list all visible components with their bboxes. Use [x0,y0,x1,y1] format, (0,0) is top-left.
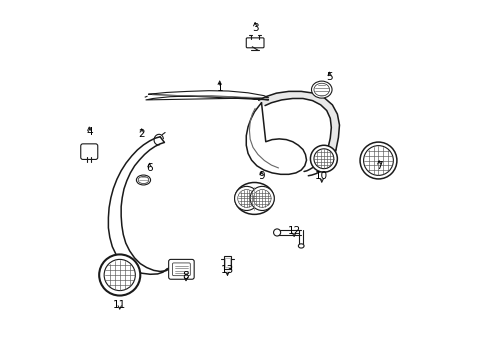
Ellipse shape [234,183,273,215]
Bar [224,256,230,269]
Ellipse shape [298,244,304,248]
Polygon shape [258,91,339,150]
Text: 7: 7 [375,161,382,171]
Ellipse shape [311,81,331,98]
Polygon shape [277,230,301,235]
Ellipse shape [136,175,150,185]
Circle shape [237,190,255,207]
Ellipse shape [313,83,329,96]
Circle shape [363,145,392,175]
Text: 12: 12 [287,226,300,237]
Ellipse shape [138,176,148,184]
Text: 3: 3 [251,23,258,33]
Text: 5: 5 [325,72,332,82]
Text: 13: 13 [221,265,234,275]
Text: 1: 1 [216,83,223,93]
Circle shape [104,260,135,291]
Polygon shape [299,230,303,246]
Text: 11: 11 [113,300,126,310]
Text: 8: 8 [183,271,189,281]
FancyBboxPatch shape [81,144,98,159]
Text: 10: 10 [315,171,327,181]
Circle shape [310,145,337,172]
FancyBboxPatch shape [172,263,190,276]
Circle shape [313,149,333,168]
Polygon shape [246,103,306,174]
Bar [224,258,229,267]
Circle shape [250,186,274,211]
Circle shape [253,190,270,207]
Text: 6: 6 [146,163,153,172]
Text: 2: 2 [138,129,145,139]
Polygon shape [108,137,173,274]
Circle shape [99,255,140,296]
Circle shape [273,229,280,236]
FancyBboxPatch shape [246,38,264,48]
Text: 4: 4 [86,127,92,137]
Circle shape [359,142,396,179]
Circle shape [234,186,258,211]
Text: 9: 9 [258,171,264,181]
FancyBboxPatch shape [168,260,194,279]
Polygon shape [145,91,268,100]
